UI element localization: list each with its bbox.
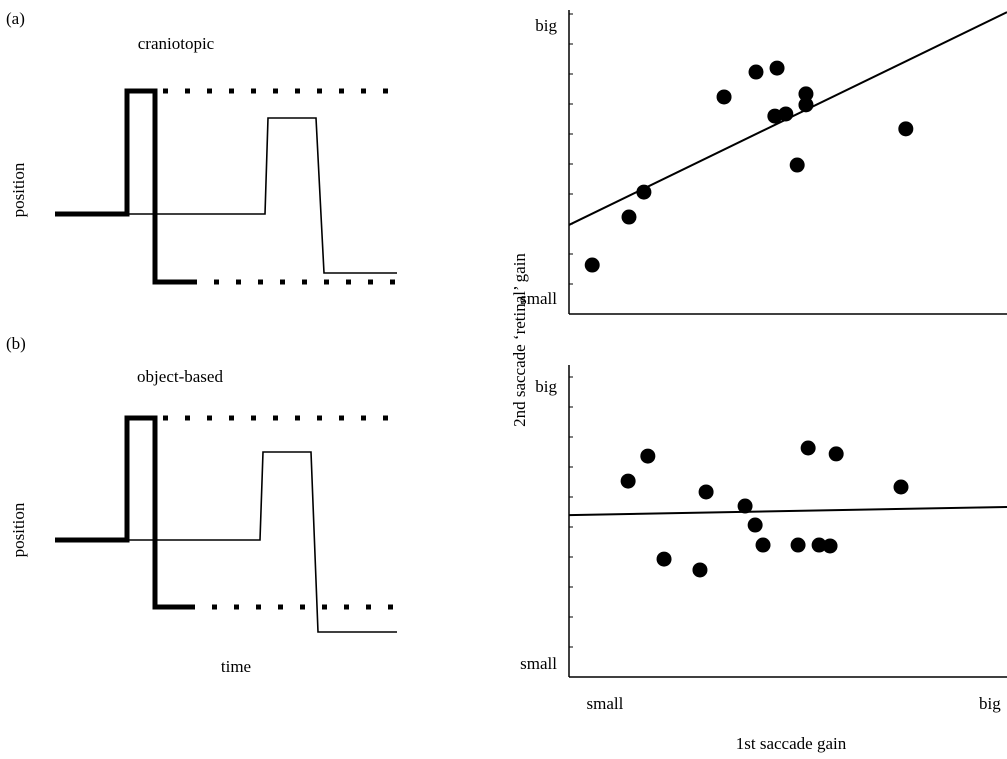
shared-y-label: 2nd saccade ‘retinal’ gain xyxy=(510,253,529,427)
data-point xyxy=(790,537,806,553)
y-label: position xyxy=(9,162,28,217)
panel-title: craniotopic xyxy=(138,34,215,53)
data-point xyxy=(656,551,672,567)
data-point xyxy=(621,209,637,225)
y-tick-label: small xyxy=(520,654,557,673)
data-point xyxy=(755,537,771,553)
y-tick-label: big xyxy=(535,16,557,35)
y-tick-label: small xyxy=(520,289,557,308)
y-tick-label: big xyxy=(535,377,557,396)
data-point xyxy=(716,89,732,105)
data-point xyxy=(800,440,816,456)
data-point xyxy=(811,537,827,553)
x-tick-label: big xyxy=(979,694,1001,713)
panel-label: (b) xyxy=(6,334,26,353)
panel-label: (a) xyxy=(6,9,25,28)
data-point xyxy=(636,184,652,200)
y-label: position xyxy=(9,502,28,557)
trace-thick xyxy=(55,415,190,610)
data-point xyxy=(692,562,708,578)
data-point xyxy=(584,257,600,273)
x-label: time xyxy=(221,657,251,676)
data-point xyxy=(898,121,914,137)
trace-thin xyxy=(55,451,397,633)
shared-x-label: 1st saccade gain xyxy=(736,734,847,753)
data-point xyxy=(748,64,764,80)
data-point xyxy=(893,479,909,495)
data-point xyxy=(747,517,763,533)
data-point xyxy=(620,473,636,489)
trace-thin xyxy=(55,117,397,274)
data-point xyxy=(798,86,814,102)
data-point xyxy=(640,448,656,464)
data-point xyxy=(769,60,785,76)
data-point xyxy=(778,106,794,122)
data-point xyxy=(737,498,753,514)
data-point xyxy=(798,97,814,113)
data-point xyxy=(789,157,805,173)
data-point xyxy=(698,484,714,500)
data-point xyxy=(822,538,838,554)
data-point xyxy=(828,446,844,462)
trend-line xyxy=(568,505,1007,517)
panel-title: object-based xyxy=(137,367,223,386)
x-tick-label: small xyxy=(586,694,623,713)
trace-thick xyxy=(55,88,192,285)
